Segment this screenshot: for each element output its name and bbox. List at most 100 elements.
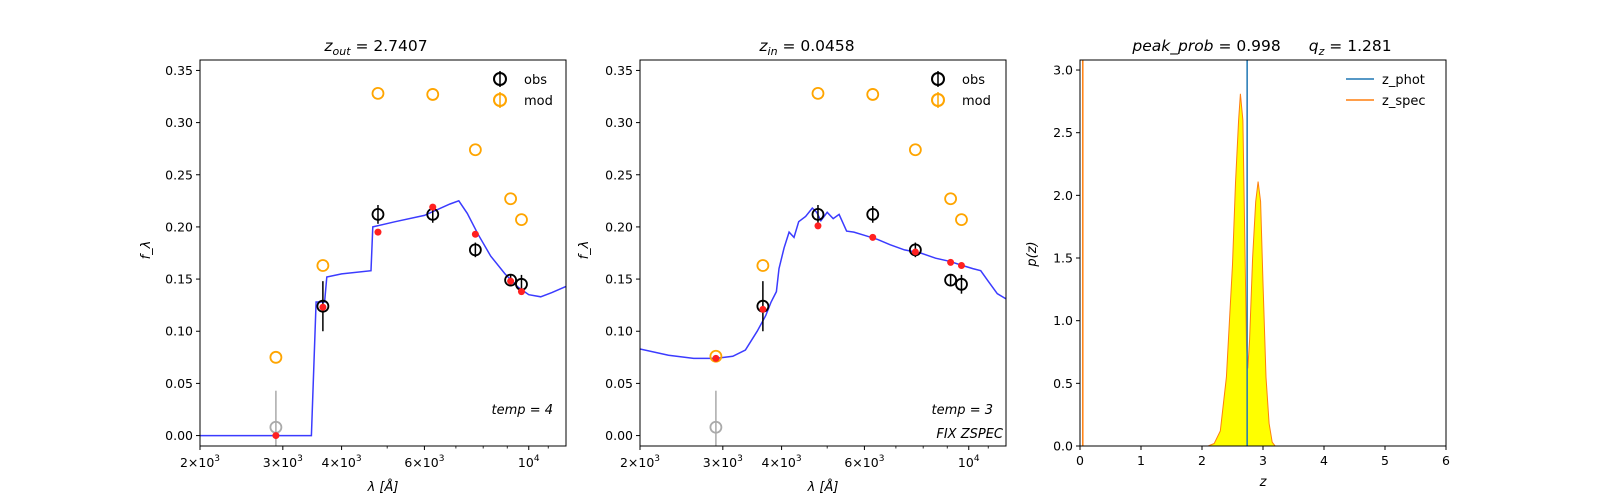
y-tick-label: 0.00 xyxy=(605,428,633,443)
mod-point xyxy=(371,86,385,100)
x-tick-label: 4×103 xyxy=(322,454,362,470)
y-tick-label: 0.05 xyxy=(165,376,193,391)
pz-panel: peak_prob = 0.998 qz = 1.281 0.0 0.5 1.0 1.5… xyxy=(1025,37,1450,490)
x-tick-label: 5 xyxy=(1381,453,1389,468)
model-photometry-point xyxy=(471,230,479,238)
x-axis-label: λ [Å] xyxy=(807,479,839,495)
sed-model-line xyxy=(200,199,566,437)
obs-point xyxy=(468,243,482,257)
series-group xyxy=(640,86,1006,446)
x-tick-label: 3 xyxy=(1259,453,1267,468)
y-axis-label: f_λ xyxy=(577,241,592,260)
y-tick-label: 0.30 xyxy=(165,115,193,130)
legend: obs mod xyxy=(493,71,553,109)
model-photometry-point xyxy=(374,228,382,236)
plot-area: 0.00 0.05 0.10 0.15 0.20 0.25 0.30 0.35 2×103 3×1… xyxy=(165,63,566,470)
y-tick-label: 3.0 xyxy=(1053,63,1073,78)
model-photometry-point xyxy=(507,277,515,285)
sed-panel-zin: zin = 0.0458 0.00 0.05 0.10 0.15 0.20 0.25 0.3… xyxy=(577,37,1007,495)
y-tick-label: 0.5 xyxy=(1053,376,1073,391)
model-photometry-point xyxy=(947,258,955,266)
mod-point xyxy=(504,192,518,206)
x-tick-label: 4×103 xyxy=(762,454,802,470)
x-tick-label: 104 xyxy=(958,454,980,470)
mod-point xyxy=(866,88,880,101)
legend-obs-label: obs xyxy=(962,73,985,88)
series-group xyxy=(1080,60,1385,446)
y-tick-label: 0.20 xyxy=(165,219,193,234)
x-tick-label: 2×103 xyxy=(180,454,220,470)
y-tick-label: 0.25 xyxy=(605,167,633,182)
x-tick-label: 6×103 xyxy=(404,454,444,470)
mod-point xyxy=(515,213,528,227)
x-tick-label: 3×103 xyxy=(703,454,743,470)
y-tick-label: 0.0 xyxy=(1053,439,1073,454)
model-photometry-point xyxy=(957,262,965,270)
x-tick-label: 4 xyxy=(1320,453,1328,468)
model-photometry-point xyxy=(869,233,877,241)
mod-point xyxy=(468,143,482,157)
mod-point xyxy=(944,192,958,206)
obs-point xyxy=(811,207,825,221)
obs-point xyxy=(371,207,385,221)
legend: obs mod xyxy=(931,71,991,109)
model-photometry-point xyxy=(429,203,437,211)
legend: z_phot z_spec xyxy=(1346,73,1426,109)
y-tick-label: 0.35 xyxy=(165,63,193,78)
panel-title: zin = 0.0458 xyxy=(758,37,854,58)
mod-point xyxy=(908,143,922,157)
obs-point xyxy=(944,273,958,287)
axes-frame xyxy=(199,59,567,447)
y-tick-label: 2.0 xyxy=(1053,188,1073,203)
x-tick-label: 6×103 xyxy=(844,454,884,470)
y-tick-label: 0.00 xyxy=(165,428,193,443)
annotation-fix-zspec: FIX ZSPEC xyxy=(936,427,1004,442)
x-tick-label: 0 xyxy=(1076,453,1084,468)
model-photometry-point xyxy=(272,432,280,440)
axes-frame xyxy=(1079,59,1447,447)
model-photometry-point xyxy=(319,303,327,311)
legend-mod-label: mod xyxy=(524,94,553,109)
annotation-temp: temp = 4 xyxy=(492,403,553,418)
x-tick-label: 6 xyxy=(1442,453,1450,468)
legend-mod-label: mod xyxy=(962,94,991,109)
obs-point xyxy=(955,277,968,291)
mod-point xyxy=(269,350,283,364)
mod-point xyxy=(426,88,440,101)
model-photometry-point xyxy=(712,354,720,362)
y-tick-label: 2.5 xyxy=(1053,125,1073,140)
model-photometry-point xyxy=(759,305,767,313)
x-tick-label: 2×103 xyxy=(620,454,660,470)
y-tick-label: 0.35 xyxy=(605,63,633,78)
series-group xyxy=(200,86,566,446)
y-tick-label: 0.20 xyxy=(605,219,633,234)
y-tick-label: 1.5 xyxy=(1053,251,1073,266)
y-tick-label: 0.10 xyxy=(605,324,633,339)
obs-point xyxy=(866,207,880,221)
legend-zspec-label: z_spec xyxy=(1382,94,1426,109)
mod-point xyxy=(811,86,825,100)
obs-point xyxy=(709,420,723,434)
y-axis-label: f_λ xyxy=(139,241,154,260)
legend-zphot-label: z_phot xyxy=(1382,73,1425,88)
obs-point xyxy=(316,299,330,313)
model-photometry-point xyxy=(911,248,919,256)
sed-panel-zout: zout = 2.7407 0.000.050.100.150.200.250.… xyxy=(139,37,567,495)
mod-point xyxy=(955,213,968,227)
axes-frame xyxy=(639,59,1007,447)
model-photometry-point xyxy=(814,222,822,230)
annotation-temp: temp = 3 xyxy=(932,403,993,418)
legend-obs-label: obs xyxy=(524,73,547,88)
y-tick-label: 0.30 xyxy=(605,115,633,130)
x-axis-label: λ [Å] xyxy=(367,479,399,495)
y-tick-label: 0.05 xyxy=(605,376,633,391)
mod-point xyxy=(756,259,770,272)
y-tick-label: 0.10 xyxy=(165,324,193,339)
plot-area: 0.0 0.5 1.0 1.5 2.0 2.5 3.0 0 1 2 3 4 5 6 xyxy=(1053,60,1450,468)
panel-title: peak_prob = 0.998 qz = 1.281 xyxy=(1131,37,1391,58)
mod-point xyxy=(316,259,330,272)
y-tick-label: 0.25 xyxy=(165,167,193,182)
plot-area: 0.00 0.05 0.10 0.15 0.20 0.25 0.30 0.35 2×103 3×1… xyxy=(605,63,1006,470)
x-tick-label: 3×103 xyxy=(263,454,303,470)
